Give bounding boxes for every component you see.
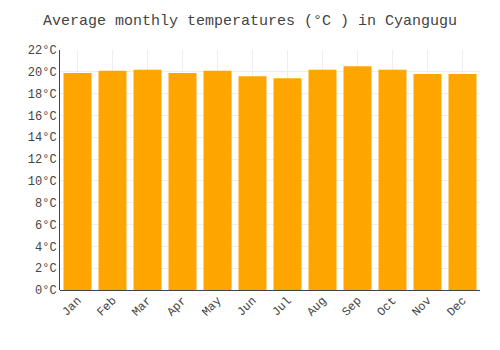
svg-text:Aug: Aug — [304, 294, 329, 319]
svg-text:8°C: 8°C — [35, 197, 57, 211]
svg-text:Dec: Dec — [444, 294, 469, 319]
svg-text:2°C: 2°C — [35, 262, 57, 276]
svg-text:Jun: Jun — [234, 294, 259, 319]
svg-text:18°C: 18°C — [28, 88, 57, 102]
svg-text:20°C: 20°C — [28, 66, 57, 80]
svg-text:May: May — [199, 294, 224, 319]
svg-text:Mar: Mar — [129, 294, 154, 319]
svg-text:Oct: Oct — [374, 294, 399, 319]
svg-text:22°C: 22°C — [28, 44, 57, 58]
svg-text:12°C: 12°C — [28, 153, 57, 167]
svg-text:Feb: Feb — [94, 294, 119, 319]
svg-text:4°C: 4°C — [35, 241, 57, 255]
svg-text:Sep: Sep — [339, 294, 364, 319]
svg-text:6°C: 6°C — [35, 219, 57, 233]
svg-text:Average monthly temperatures (: Average monthly temperatures (°C ) in Cy… — [43, 13, 457, 30]
svg-text:Nov: Nov — [409, 294, 434, 319]
svg-text:0°C: 0°C — [35, 284, 57, 298]
svg-text:16°C: 16°C — [28, 110, 57, 124]
svg-text:Jan: Jan — [59, 294, 84, 319]
svg-text:10°C: 10°C — [28, 175, 57, 189]
svg-text:Apr: Apr — [164, 294, 189, 319]
svg-text:Jul: Jul — [269, 294, 294, 319]
svg-text:14°C: 14°C — [28, 131, 57, 145]
